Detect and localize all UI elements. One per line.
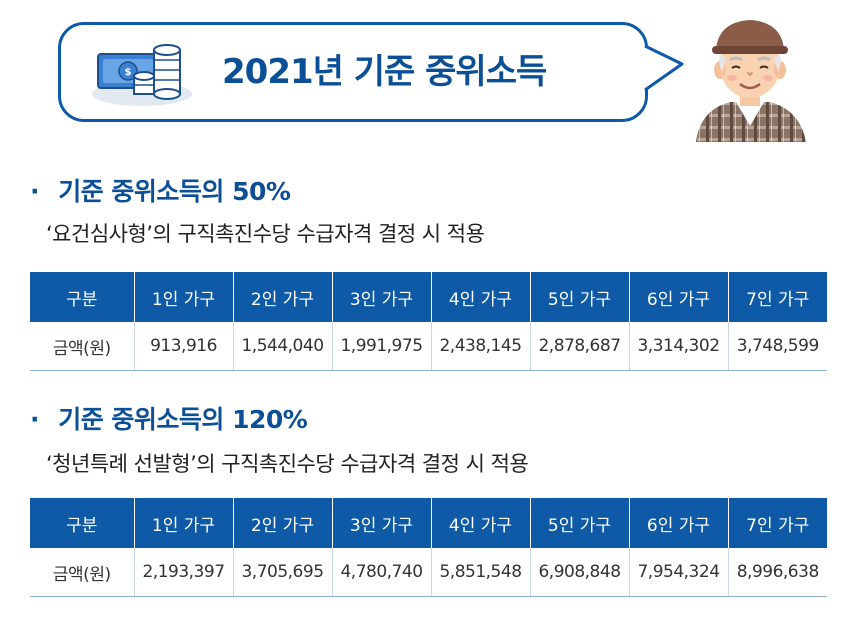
amount-cell: 3,705,695 <box>232 548 332 597</box>
row-label-cell: 금액(원) <box>30 322 134 371</box>
section1-heading: · 기준 중위소득의 50% <box>30 172 291 208</box>
amount-cell: 4,780,740 <box>331 548 431 597</box>
header-cell: 7인 가구 <box>727 272 827 322</box>
amount-cell: 8,996,638 <box>727 548 827 597</box>
header-cell: 5인 가구 <box>529 498 629 548</box>
grandpa-illustration <box>696 20 806 142</box>
amount-cell: 1,991,975 <box>331 322 431 371</box>
section1-subtitle: ‘요건심사형’의 구직촉진수당 수급자격 결정 시 적용 <box>46 222 485 246</box>
header-cell: 2인 가구 <box>232 498 332 548</box>
header-cell: 5인 가구 <box>529 272 629 322</box>
amount-cell: 2,878,687 <box>529 322 629 371</box>
header-cell: 구분 <box>30 272 134 322</box>
amount-cell: 3,314,302 <box>628 322 728 371</box>
bullet-marker: · <box>30 177 40 206</box>
header-cell: 3인 가구 <box>331 272 431 322</box>
header-cell: 구분 <box>30 498 134 548</box>
header-cell: 7인 가구 <box>727 498 827 548</box>
header-cell: 1인 가구 <box>133 272 233 322</box>
amount-cell: 5,851,548 <box>430 548 530 597</box>
table-header-row: 구분 1인 가구 2인 가구 3인 가구 4인 가구 5인 가구 6인 가구 7… <box>30 272 827 322</box>
header-cell: 3인 가구 <box>331 498 431 548</box>
table-header-row: 구분 1인 가구 2인 가구 3인 가구 4인 가구 5인 가구 6인 가구 7… <box>30 498 827 548</box>
bullet-marker: · <box>30 405 40 434</box>
section2-subtitle: ‘청년특례 선발형’의 구직촉진수당 수급자격 결정 시 적용 <box>46 452 529 476</box>
header-cell: 1인 가구 <box>133 498 233 548</box>
table-row: 금액(원) 2,193,397 3,705,695 4,780,740 5,85… <box>30 548 827 597</box>
section2-heading: · 기준 중위소득의 120% <box>30 400 308 436</box>
header-cell: 4인 가구 <box>430 498 530 548</box>
money-stack-icon: $ <box>92 44 192 106</box>
amount-cell: 2,193,397 <box>133 548 233 597</box>
svg-text:$: $ <box>125 67 132 78</box>
section2-heading-text: 기준 중위소득의 120% <box>58 405 308 434</box>
header-cell: 4인 가구 <box>430 272 530 322</box>
amount-cell: 913,916 <box>133 322 233 371</box>
row-label-cell: 금액(원) <box>30 548 134 597</box>
income-table-120: 구분 1인 가구 2인 가구 3인 가구 4인 가구 5인 가구 6인 가구 7… <box>30 498 827 597</box>
amount-cell: 1,544,040 <box>232 322 332 371</box>
header-cell: 2인 가구 <box>232 272 332 322</box>
amount-cell: 6,908,848 <box>529 548 629 597</box>
bubble-tail <box>642 44 684 92</box>
header-cell: 6인 가구 <box>628 272 728 322</box>
amount-cell: 3,748,599 <box>727 322 827 371</box>
income-table-50: 구분 1인 가구 2인 가구 3인 가구 4인 가구 5인 가구 6인 가구 7… <box>30 272 827 371</box>
page-title: 2021년 기준 중위소득 <box>222 52 547 92</box>
section1-heading-text: 기준 중위소득의 50% <box>58 177 291 206</box>
table-row: 금액(원) 913,916 1,544,040 1,991,975 2,438,… <box>30 322 827 371</box>
amount-cell: 2,438,145 <box>430 322 530 371</box>
amount-cell: 7,954,324 <box>628 548 728 597</box>
header-cell: 6인 가구 <box>628 498 728 548</box>
